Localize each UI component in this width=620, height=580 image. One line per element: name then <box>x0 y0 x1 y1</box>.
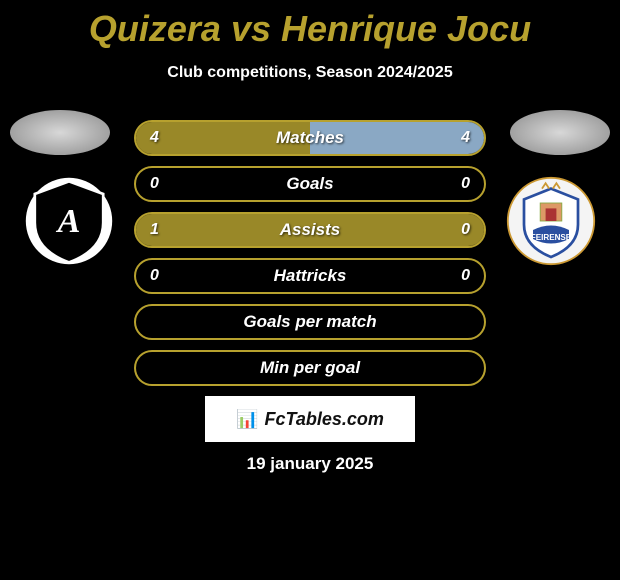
stat-label: Hattricks <box>136 266 484 286</box>
stat-label: Goals per match <box>136 312 484 332</box>
club-logo-left: A <box>24 176 114 266</box>
subtitle: Club competitions, Season 2024/2025 <box>0 64 620 82</box>
stat-value-p2: 4 <box>461 129 470 147</box>
stat-value-p2: 0 <box>461 267 470 285</box>
stat-row: Assists1 0 <box>134 212 486 248</box>
footer-date: 19 january 2025 <box>0 454 620 474</box>
svg-text:A: A <box>56 203 81 240</box>
stat-value-p1: 0 <box>150 267 159 285</box>
stat-row: Min per goal <box>134 350 486 386</box>
stat-value-p1: 4 <box>150 129 159 147</box>
brand-icon: 📊 <box>236 409 258 430</box>
stat-row: Hattricks0 0 <box>134 258 486 294</box>
player2-silhouette <box>510 110 610 155</box>
stat-row: Matches4 4 <box>134 120 486 156</box>
title-player2: Henrique Jocu <box>281 8 531 49</box>
player1-silhouette <box>10 110 110 155</box>
title-vs: vs <box>231 8 271 49</box>
title-player1: Quizera <box>89 8 221 49</box>
stat-label: Matches <box>136 128 484 148</box>
stat-row: Goals0 0 <box>134 166 486 202</box>
stat-value-p1: 0 <box>150 175 159 193</box>
stat-value-p2: 0 <box>461 175 470 193</box>
stat-label: Min per goal <box>136 358 484 378</box>
brand-text: FcTables.com <box>265 409 384 430</box>
svg-text:FEIRENSE: FEIRENSE <box>531 233 572 242</box>
stat-value-p1: 1 <box>150 221 159 239</box>
stat-label: Assists <box>136 220 484 240</box>
stat-value-p2: 0 <box>461 221 470 239</box>
stat-row: Goals per match <box>134 304 486 340</box>
stat-label: Goals <box>136 174 484 194</box>
page-title: Quizera vs Henrique Jocu <box>0 0 620 50</box>
stats-bars: Matches44Goals00Assists10Hattricks00Goal… <box>134 120 486 396</box>
brand-badge: 📊 FcTables.com <box>205 396 415 442</box>
club-logo-right: FEIRENSE <box>506 176 596 266</box>
